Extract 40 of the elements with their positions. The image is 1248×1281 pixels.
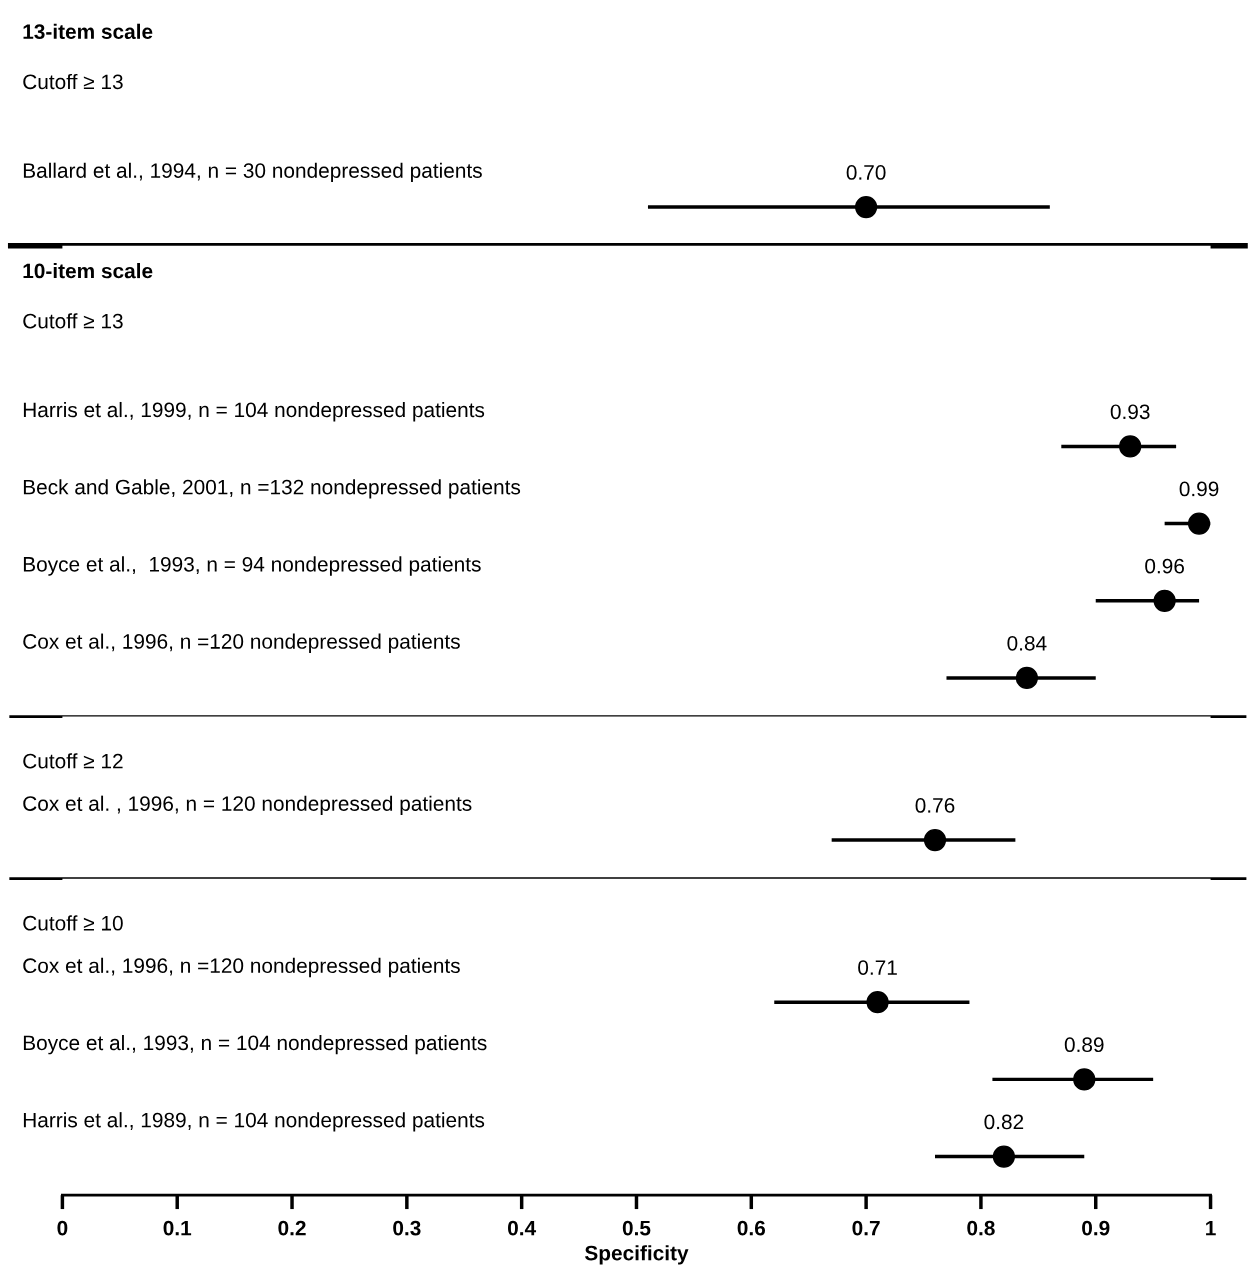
- data-label: 0.89: [1064, 1037, 1104, 1053]
- y-tick-label: Boyce et al., 1993, n = 94 nondepressed patients: [23, 556, 481, 576]
- chart-title: 10-item scale: [23, 263, 153, 279]
- y-tick-label: Cox et al., 1996, n =120 nondepressed patients: [23, 633, 460, 653]
- x-tick-label: 1: [1206, 1220, 1216, 1236]
- y-tick-label: Ballard et al., 1994, n = 30 nondepressed patients: [23, 162, 482, 183]
- data-label: 0.93: [1110, 404, 1150, 420]
- data-label: 0.71: [858, 960, 897, 975]
- x-axis-title: Specificity: [584, 1245, 689, 1265]
- y-tick-label: Beck and Gable, 2001, n =132 nondepressed patients: [23, 479, 521, 499]
- x-tick-label: 0.2: [278, 1220, 306, 1236]
- data-label: 0.99: [1179, 481, 1219, 497]
- point: [1015, 666, 1038, 690]
- data-label: 0.70: [846, 165, 886, 180]
- x-tick-label: 0.7: [852, 1220, 880, 1236]
- y-tick-label: Harris et al., 1989, n = 104 nondepressed patients: [23, 1112, 485, 1132]
- x-tick-label: 0.5: [622, 1220, 651, 1236]
- text: Cutoff ≥ 10: [23, 915, 123, 931]
- point: [1119, 435, 1142, 458]
- y-tick-label: Harris et al., 1999, n = 104 nondepressed patients: [23, 401, 485, 422]
- y-tick-label: Cox et al. , 1996, n = 120 nondepressed patients: [23, 795, 472, 816]
- x-tick-label: 0.4: [508, 1220, 537, 1236]
- point: [1187, 512, 1211, 535]
- chart-subtitle: Cutoff ≥ 13: [23, 73, 123, 90]
- x-tick-label: 0.6: [737, 1220, 766, 1236]
- data-label: 0.84: [1007, 635, 1047, 651]
- x-tick-label: 0.9: [1082, 1220, 1110, 1236]
- y-tick-label: Boyce et al., 1993, n = 104 nondepressed patients: [23, 1034, 487, 1055]
- x-tick-label: 0: [57, 1220, 68, 1236]
- point: [1153, 589, 1176, 612]
- data-label: 0.96: [1145, 558, 1184, 574]
- x-tick-label: 0.3: [393, 1220, 421, 1236]
- x-tick-label: 0.1: [163, 1220, 192, 1236]
- chart-subtitle: Cutoff ≥ 13: [23, 313, 123, 329]
- data-label: 0.76: [915, 798, 955, 813]
- data-label: 0.82: [984, 1114, 1024, 1130]
- chart-title: 13-item scale: [23, 23, 153, 40]
- x-tick-label: 0.8: [967, 1220, 995, 1236]
- text: Cutoff ≥ 12: [23, 753, 123, 769]
- y-tick-label: Cox et al., 1996, n =120 nondepressed patients: [23, 957, 460, 978]
